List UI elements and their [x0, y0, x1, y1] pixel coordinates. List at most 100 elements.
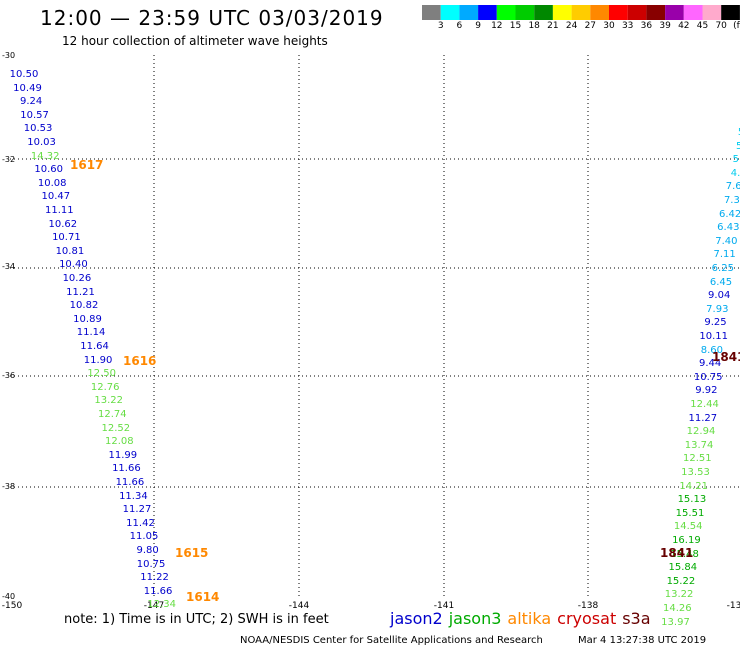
latitude-tick-label: -34 — [2, 262, 16, 271]
wave-height-value: 12.76 — [90, 381, 120, 393]
wave-height-value: 9.80 — [136, 545, 159, 556]
wave-height-value: 9.44 — [698, 358, 722, 370]
color-scale-label: 3 — [437, 21, 444, 31]
wave-height-value: 10.81 — [55, 245, 85, 257]
latitude-tick-label: -38 — [2, 482, 16, 491]
latitude-tick-label: -40 — [2, 592, 16, 601]
wave-height-value: 13.74 — [684, 439, 714, 451]
wave-height-value: 7.3 — [723, 195, 740, 206]
wave-height-value: 10.49 — [13, 82, 42, 94]
wave-height-value: 11.11 — [44, 205, 74, 216]
color-scale-swatch — [702, 5, 722, 20]
color-scale-label: 42 — [678, 21, 690, 31]
color-scale-swatch — [552, 5, 572, 20]
wave-height-value: 11.66 — [143, 585, 173, 597]
color-scale-label: 15 — [509, 21, 522, 31]
wave-height-value: 10.75 — [136, 558, 166, 570]
latitude-tick-label: -30 — [2, 51, 16, 60]
wave-height-value: 10.82 — [69, 300, 99, 312]
wave-height-value: 5 — [736, 140, 740, 152]
wave-height-value: 6.43 — [717, 222, 740, 234]
wave-height-value: 11.66 — [115, 477, 145, 488]
wave-height-value: 11.90 — [83, 354, 113, 366]
color-scale-swatch — [478, 5, 497, 20]
pass-number-label: 1841 — [712, 350, 740, 364]
longitude-tick-label: -147 — [143, 601, 165, 611]
wave-height-value: 9.25 — [704, 317, 727, 329]
wave-height-value: 10.57 — [20, 109, 49, 121]
units-note: note: 1) Time is in UTC; 2) SWH is in fe… — [64, 612, 329, 627]
wave-height-value: 10.47 — [41, 191, 71, 203]
wave-height-value: 7.93 — [706, 303, 729, 315]
wave-height-value: 7.11 — [713, 249, 736, 261]
latitude-tick-label: -32 — [2, 155, 16, 164]
wave-height-value: 10.71 — [52, 232, 81, 244]
color-scale-label: 30 — [603, 21, 615, 31]
legend-entry: s3a — [622, 609, 651, 628]
color-scale-label: 21 — [547, 21, 559, 31]
wave-height-value: 10.26 — [62, 273, 92, 284]
color-scale-swatch — [422, 5, 441, 20]
color-scale-label: (ft) — [733, 21, 740, 31]
page-title: 12:00 — 23:59 UTC 03/03/2019 — [40, 6, 384, 30]
wave-height-value: 12.44 — [690, 399, 719, 410]
color-scale-swatch — [683, 5, 703, 20]
pass-number-label: 1617 — [70, 158, 104, 172]
longitude-tick-label: -150 — [1, 601, 23, 611]
wave-height-value: 11.66 — [112, 463, 141, 475]
page-subtitle: 12 hour collection of altimeter wave hei… — [62, 34, 328, 48]
footer-credit: NOAA/NESDIS Center for Satellite Applica… — [240, 635, 543, 646]
footer-timestamp: Mar 4 13:27:38 UTC 2019 — [578, 635, 707, 646]
longitude-tick-label: -141 — [433, 601, 455, 611]
wave-height-value: 10.75 — [693, 371, 723, 383]
wave-height-value: 12.51 — [682, 453, 712, 465]
wave-height-value: 12.50 — [87, 368, 117, 380]
color-scale-swatch — [440, 5, 460, 20]
wave-height-value: 10.50 — [9, 69, 39, 80]
color-scale-label: 27 — [584, 21, 597, 31]
wave-height-value: 10.11 — [699, 331, 729, 342]
color-scale-label: 33 — [621, 21, 634, 31]
color-scale-label: 70 — [715, 21, 727, 31]
wave-height-value: 15.51 — [675, 507, 705, 519]
wave-height-value: 11.14 — [76, 327, 106, 339]
wave-height-value: 11.34 — [119, 490, 148, 502]
satellite-legend: jason2 jason3 altika cryosat s3a — [390, 609, 657, 628]
wave-height-value: 6.42 — [718, 208, 740, 220]
wave-height-value: 12.52 — [101, 422, 131, 434]
color-scale-swatch — [609, 5, 628, 20]
wave-height-value: 15.22 — [666, 575, 696, 587]
color-scale-swatch — [534, 5, 553, 20]
wave-height-value: 6.25 — [711, 263, 734, 274]
wave-height-value: 13.53 — [681, 467, 710, 478]
wave-height-value: 7.40 — [715, 235, 738, 247]
wave-height-value: 15.48 — [670, 548, 699, 560]
wave-height-value: 10.03 — [27, 137, 56, 148]
color-scale-bar — [422, 5, 740, 20]
color-scale-label: 24 — [565, 21, 578, 31]
wave-height-value: 14.54 — [673, 521, 703, 533]
color-scale-swatch — [459, 5, 479, 20]
wave-height-value: 12.94 — [686, 426, 716, 438]
wave-height-value: 9.24 — [19, 96, 43, 108]
color-scale-swatch — [571, 5, 591, 20]
color-scale-label: 9 — [475, 21, 481, 31]
color-scale-swatch — [515, 5, 535, 20]
wave-height-value: 11.42 — [126, 517, 155, 529]
pass-number-label: 1616 — [123, 354, 157, 368]
wave-height-value: 11.22 — [140, 572, 169, 584]
wave-height-value: 13.22 — [94, 395, 124, 407]
wave-height-value: 11.05 — [129, 531, 159, 543]
wave-height-value: 14.21 — [679, 480, 709, 492]
longitude-tick-label: -144 — [288, 601, 310, 611]
wave-height-value: 11.99 — [108, 449, 138, 461]
wave-height-value: 5. — [732, 154, 740, 166]
wave-height-value: 12.74 — [97, 409, 127, 420]
wave-height-value: 9.92 — [695, 385, 718, 397]
wave-height-value: 14.32 — [30, 150, 60, 162]
color-scale-label: 6 — [456, 21, 463, 31]
color-scale-label: 39 — [659, 21, 671, 31]
